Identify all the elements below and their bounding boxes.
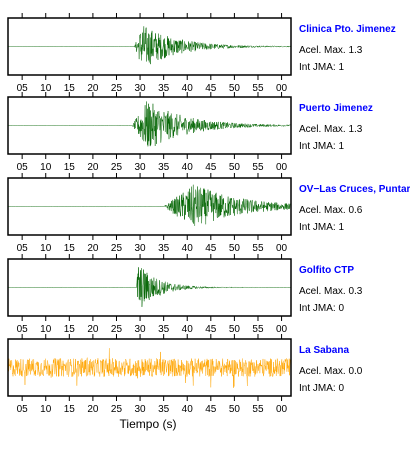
x-axis-label: Tiempo (s) <box>120 417 177 431</box>
panel-frame <box>7 258 292 317</box>
x-tick-label: 50 <box>229 162 241 173</box>
station-name: La Sabana <box>299 345 349 356</box>
x-tick-label: 05 <box>17 243 29 254</box>
x-tick-label: 00 <box>276 243 288 254</box>
x-tick-label: 55 <box>252 243 264 254</box>
x-tick-label: 25 <box>111 162 123 173</box>
station-name: Golfito CTP <box>299 265 354 276</box>
x-tick-label: 20 <box>87 83 99 94</box>
panel-frame <box>7 96 292 155</box>
x-tick-label: 05 <box>17 324 29 335</box>
station-jma: Int JMA: 1 <box>299 222 344 233</box>
x-tick-label: 05 <box>17 83 29 94</box>
x-tick-label: 30 <box>135 162 147 173</box>
x-tick-label: 35 <box>158 162 170 173</box>
x-tick-label: 55 <box>252 324 264 335</box>
x-tick-label: 00 <box>276 404 288 415</box>
x-tick-label: 05 <box>17 162 29 173</box>
x-tick-label: 25 <box>111 83 123 94</box>
station-panel: 05 10 15 20 25 30 35 40 45 50 55 00 OV−Las Cruces, P… <box>7 173 410 254</box>
station-panel: 05 10 15 20 25 30 35 40 45 50 55 00 Puerto Jimenez Ac… <box>7 92 373 173</box>
x-tick-label: 40 <box>182 243 194 254</box>
x-tick-label: 35 <box>158 83 170 94</box>
x-tick-label: 35 <box>158 243 170 254</box>
x-tick-label: 30 <box>135 243 147 254</box>
x-tick-label: 05 <box>17 404 29 415</box>
x-tick-label: 20 <box>87 324 99 335</box>
station-panel: 05 10 15 20 25 30 35 40 45 50 55 00 Golfito CTP Acel.… <box>7 254 363 335</box>
x-tick-label: 25 <box>111 404 123 415</box>
station-name: OV−Las Cruces, Puntarenas <box>299 184 410 195</box>
x-tick-label: 35 <box>158 404 170 415</box>
x-tick-label: 45 <box>205 404 217 415</box>
station-jma: Int JMA: 0 <box>299 383 344 394</box>
x-tick-label: 50 <box>229 243 241 254</box>
x-tick-label: 35 <box>158 324 170 335</box>
x-tick-label: 45 <box>205 243 217 254</box>
x-tick-label: 45 <box>205 83 217 94</box>
x-tick-label: 40 <box>182 162 194 173</box>
x-tick-label: 20 <box>87 162 99 173</box>
station-jma: Int JMA: 1 <box>299 141 344 152</box>
waveform-trace <box>7 348 292 388</box>
waveform-trace <box>7 184 292 226</box>
x-tick-label: 55 <box>252 162 264 173</box>
x-tick-label: 10 <box>40 83 52 94</box>
x-tick-label: 50 <box>229 404 241 415</box>
x-tick-label: 10 <box>40 324 52 335</box>
x-tick-label: 15 <box>64 162 76 173</box>
station-max-accel: Acel. Max. 0.3 <box>299 286 363 297</box>
x-tick-label: 00 <box>276 162 288 173</box>
x-tick-label: 20 <box>87 404 99 415</box>
x-tick-label: 25 <box>111 243 123 254</box>
station-name: Puerto Jimenez <box>299 103 373 114</box>
x-tick-label: 50 <box>229 324 241 335</box>
x-tick-label: 10 <box>40 162 52 173</box>
waveform-trace <box>7 26 292 65</box>
x-tick-label: 10 <box>40 404 52 415</box>
waveform-trace <box>7 101 292 147</box>
station-panel: 05 10 15 20 25 30 35 40 45 50 55 00 Clinica Pto. Jim… <box>7 13 396 94</box>
waveform-trace <box>7 267 292 307</box>
panel-frame <box>7 17 292 76</box>
x-tick-label: 10 <box>40 243 52 254</box>
x-tick-label: 15 <box>64 324 76 335</box>
station-max-accel: Acel. Max. 1.3 <box>299 124 363 135</box>
x-tick-label: 15 <box>64 83 76 94</box>
x-tick-label: 15 <box>64 243 76 254</box>
x-tick-label: 55 <box>252 83 264 94</box>
panels-group: 05 10 15 20 25 30 35 40 45 50 55 00 Clinica Pto. Jim… <box>7 13 410 415</box>
x-tick-label: 40 <box>182 404 194 415</box>
x-tick-label: 55 <box>252 404 264 415</box>
x-tick-label: 30 <box>135 404 147 415</box>
x-tick-label: 30 <box>135 83 147 94</box>
x-tick-label: 00 <box>276 324 288 335</box>
x-tick-label: 30 <box>135 324 147 335</box>
x-tick-label: 25 <box>111 324 123 335</box>
station-max-accel: Acel. Max. 0.6 <box>299 205 363 216</box>
panel-frame <box>7 177 292 236</box>
station-jma: Int JMA: 1 <box>299 62 344 73</box>
station-max-accel: Acel. Max. 1.3 <box>299 45 363 56</box>
station-panel: 05 10 15 20 25 30 35 40 45 50 55 00 La Sabana Acel. M… <box>7 334 363 415</box>
x-tick-label: 00 <box>276 83 288 94</box>
x-tick-label: 40 <box>182 83 194 94</box>
x-tick-label: 45 <box>205 324 217 335</box>
station-name: Clinica Pto. Jimenez <box>299 24 396 35</box>
x-tick-label: 15 <box>64 404 76 415</box>
x-tick-label: 45 <box>205 162 217 173</box>
station-max-accel: Acel. Max. 0.0 <box>299 366 363 377</box>
x-tick-label: 40 <box>182 324 194 335</box>
x-tick-label: 20 <box>87 243 99 254</box>
station-jma: Int JMA: 0 <box>299 303 344 314</box>
panel-frame <box>7 338 292 397</box>
x-tick-label: 50 <box>229 83 241 94</box>
